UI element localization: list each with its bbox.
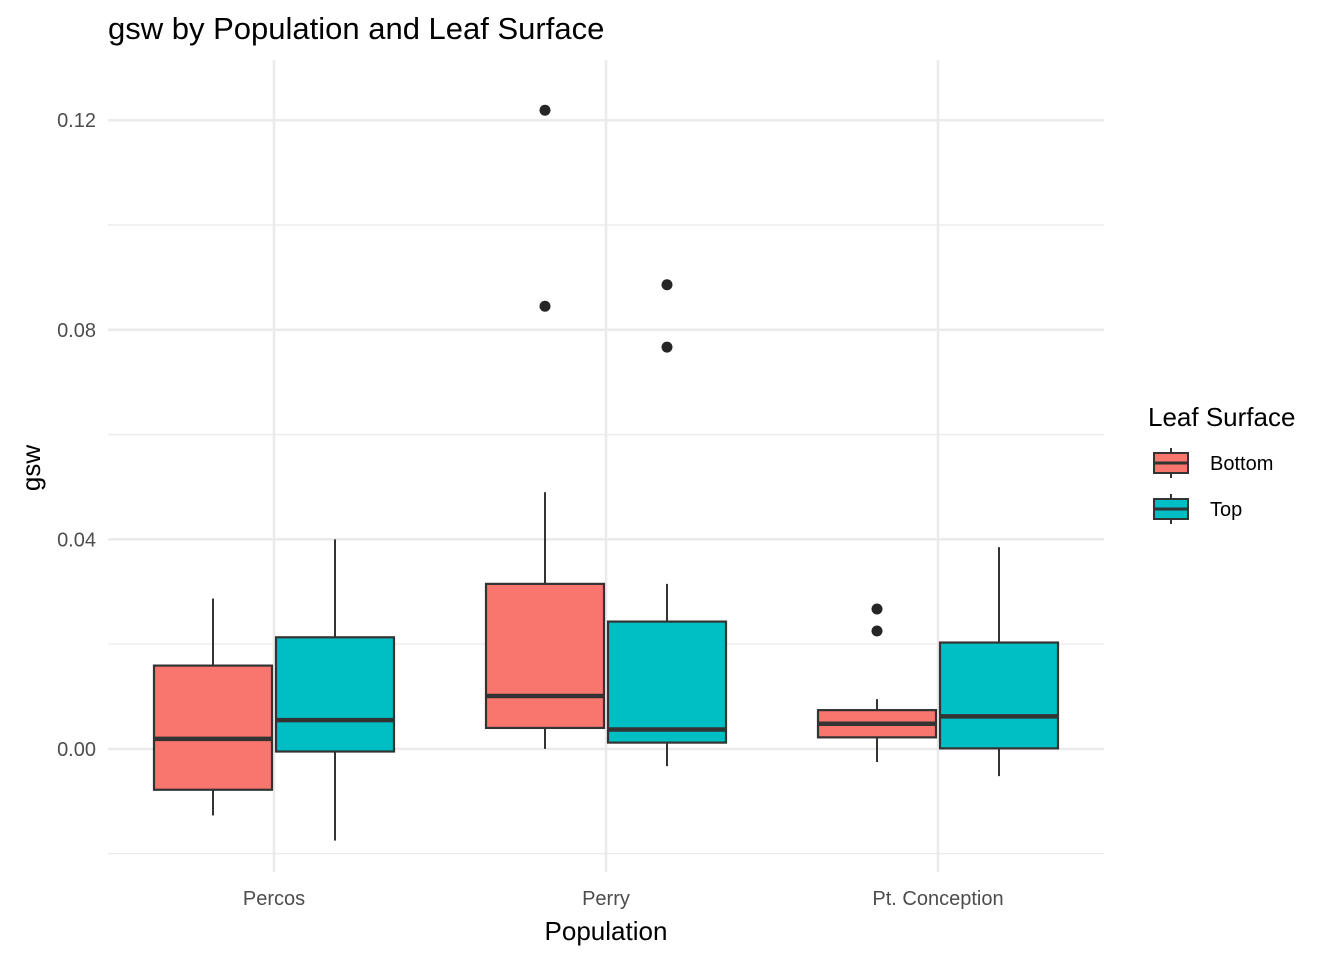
outlier-point — [661, 341, 673, 353]
box-top-percos — [274, 539, 396, 841]
box-bottom-percos — [152, 598, 274, 816]
x-tick-label: Perry — [582, 888, 630, 910]
legend-label: Bottom — [1210, 453, 1273, 475]
chart-title: gsw by Population and Leaf Surface — [108, 11, 604, 46]
legend-title: Leaf Surface — [1148, 402, 1295, 432]
y-tick-label: 0.04 — [57, 529, 96, 551]
y-tick-label: 0.12 — [57, 110, 96, 132]
grid — [108, 60, 1104, 872]
boxes — [152, 104, 1060, 841]
y-tick-label: 0.08 — [57, 320, 96, 342]
box-body — [152, 664, 274, 791]
box-bottom-pt-conception — [816, 603, 938, 762]
outlier-point — [871, 625, 883, 637]
box-top-perry — [606, 279, 728, 767]
box-bottom-perry — [484, 104, 606, 749]
outlier-point — [661, 279, 673, 291]
box-body — [484, 582, 606, 730]
box-body — [274, 636, 396, 753]
legend: Leaf Surface Bottom Top — [1148, 402, 1295, 524]
axes: 0.00 0.04 0.08 0.12 Percos Perry Pt. Conceptio… — [57, 110, 1004, 910]
y-tick-label: 0.00 — [57, 739, 96, 761]
legend-item-top: Top — [1153, 494, 1242, 524]
box-body — [606, 620, 728, 744]
box-body — [938, 641, 1060, 750]
legend-item-bottom: Bottom — [1153, 448, 1273, 478]
x-tick-label: Percos — [243, 888, 305, 910]
x-axis-title: Population — [545, 916, 668, 946]
outlier-point — [871, 603, 883, 615]
legend-label: Top — [1210, 499, 1242, 521]
x-tick-label: Pt. Conception — [872, 888, 1003, 910]
box-top-pt-conception — [938, 547, 1060, 777]
outlier-point — [539, 104, 551, 116]
outlier-point — [539, 300, 551, 312]
y-axis-title: gsw — [16, 445, 46, 491]
